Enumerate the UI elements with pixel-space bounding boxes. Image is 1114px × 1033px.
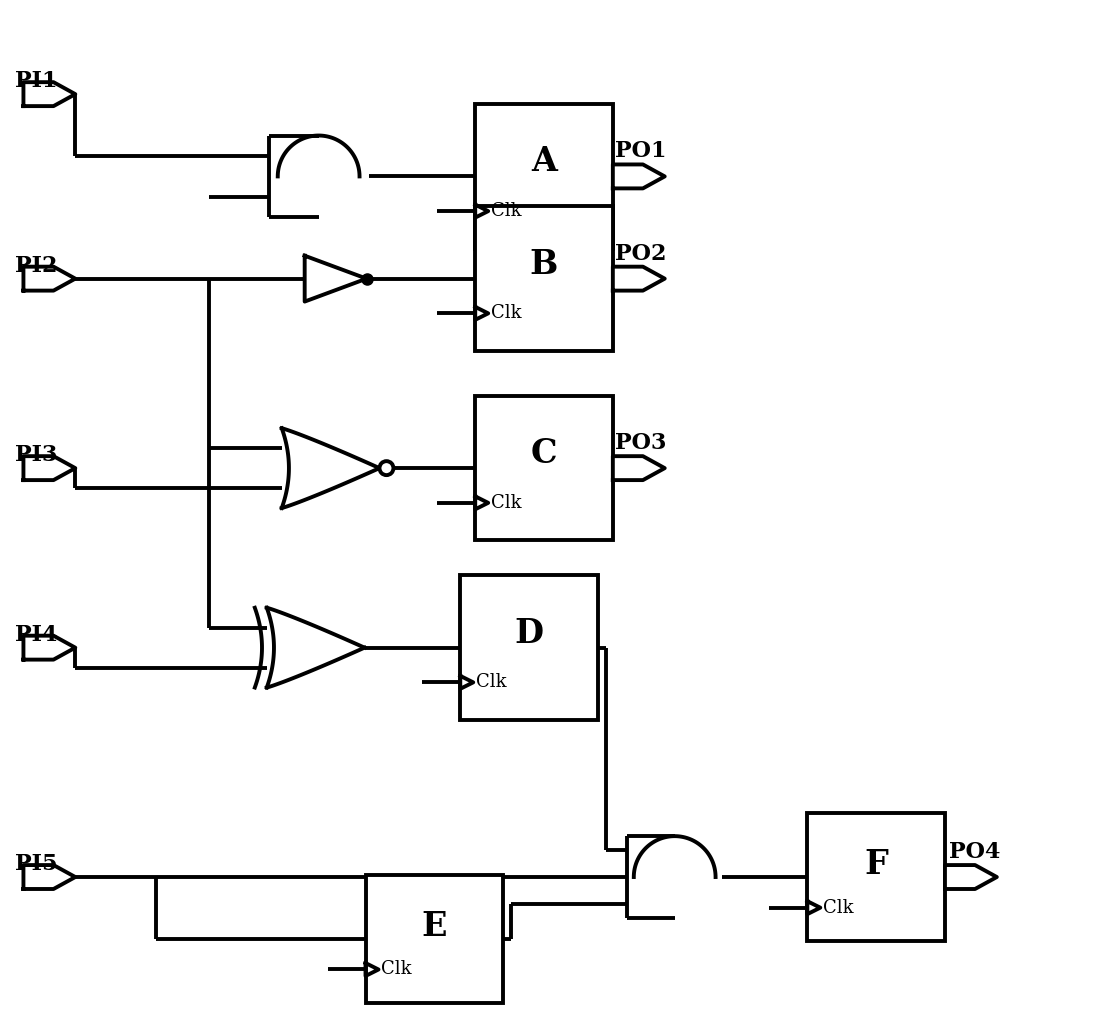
Bar (808, 813, 945, 941)
Polygon shape (613, 457, 665, 480)
Text: PO4: PO4 (949, 841, 1000, 863)
Text: PO1: PO1 (615, 140, 666, 162)
Text: Clk: Clk (823, 899, 854, 916)
Text: C: C (530, 437, 557, 470)
Text: PI3: PI3 (16, 444, 58, 466)
Text: Clk: Clk (491, 202, 521, 220)
Polygon shape (23, 83, 76, 106)
Text: B: B (530, 248, 558, 281)
Polygon shape (305, 256, 367, 302)
Bar (476, 104, 613, 249)
Polygon shape (23, 865, 76, 889)
Polygon shape (23, 457, 76, 480)
Text: Clk: Clk (476, 674, 507, 691)
Text: PI4: PI4 (16, 624, 58, 646)
Text: Clk: Clk (381, 961, 412, 978)
Text: PI1: PI1 (16, 70, 58, 92)
Polygon shape (613, 164, 665, 188)
Text: PO3: PO3 (615, 432, 666, 455)
Text: PI5: PI5 (16, 853, 58, 875)
Bar (476, 207, 613, 351)
Polygon shape (945, 865, 997, 889)
Bar (476, 396, 613, 540)
Bar (365, 875, 504, 1003)
Text: PO2: PO2 (615, 243, 666, 264)
Bar (460, 575, 598, 720)
Text: D: D (515, 617, 544, 650)
Text: A: A (531, 146, 557, 179)
Text: PI2: PI2 (16, 255, 58, 277)
Circle shape (380, 461, 393, 475)
Text: Clk: Clk (491, 305, 521, 322)
Polygon shape (23, 635, 76, 660)
Text: E: E (421, 910, 447, 942)
Polygon shape (23, 267, 76, 290)
Text: F: F (864, 848, 888, 881)
Polygon shape (613, 267, 665, 290)
Text: Clk: Clk (491, 494, 521, 511)
